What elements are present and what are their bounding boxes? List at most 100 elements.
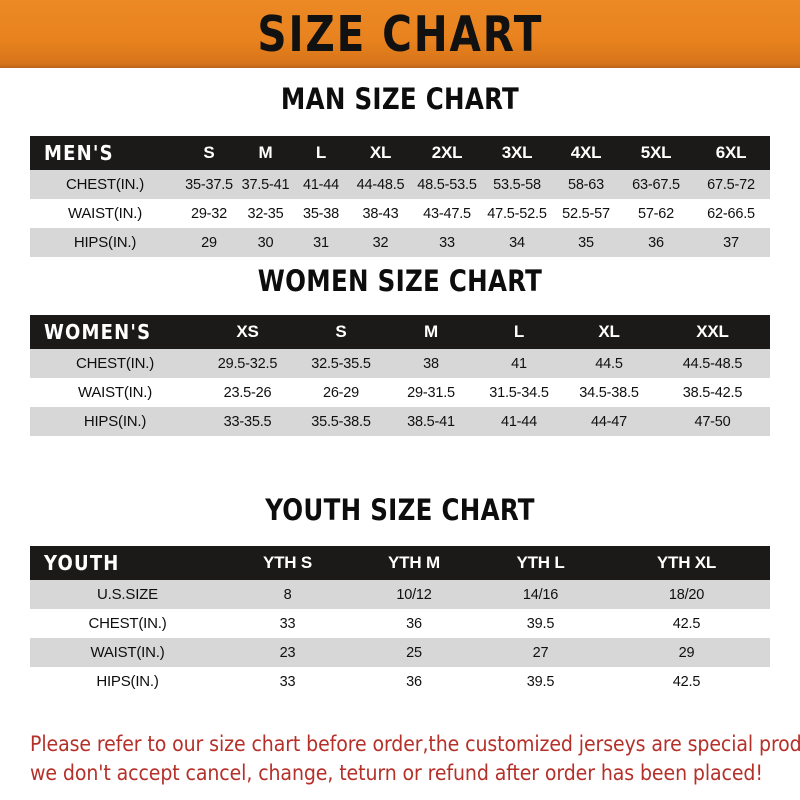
men-cell: 37 [692,228,770,257]
men-column-header: L [293,136,349,170]
women-size-table: WOMEN'S XS S M L XL XXL CHEST(IN.) 29.5-32.5 32.… [30,315,770,436]
men-row-label: CHEST(IN.) [30,170,180,199]
men-cell: 32-35 [238,199,293,228]
women-cell: 35.5-38.5 [295,407,387,436]
men-table-body: CHEST(IN.) 35-37.5 37.5-41 41-44 44-48.5 48.5… [30,170,770,257]
page-banner: SIZE CHART [0,0,800,68]
section-title-youth: YOUTH SIZE CHART [265,493,535,527]
women-cell: 26-29 [295,378,387,407]
men-cell: 32 [349,228,412,257]
youth-cell: 36 [350,667,478,696]
men-cell: 58-63 [552,170,620,199]
table-row: CHEST(IN.) 35-37.5 37.5-41 41-44 44-48.5 48.5… [30,170,770,199]
men-cell: 41-44 [293,170,349,199]
men-size-table: MEN'S S M L XL 2XL 3XL 4XL 5XL 6XL CHEST(IN.) 35-3… [30,136,770,257]
men-cell: 29 [180,228,238,257]
youth-cell: 29 [603,638,770,667]
women-cell: 47-50 [655,407,770,436]
youth-row-label: HIPS(IN.) [30,667,225,696]
men-cell: 35-38 [293,199,349,228]
men-cell: 31 [293,228,349,257]
table-row: HIPS(IN.) 33 36 39.5 42.5 [30,667,770,696]
men-cell: 38-43 [349,199,412,228]
women-table-body: CHEST(IN.) 29.5-32.5 32.5-35.5 38 41 44.5 44.5… [30,349,770,436]
youth-column-header: YTH XL [603,546,770,580]
women-size-table-wrap: WOMEN'S XS S M L XL XXL CHEST(IN.) 29.5-32.5 32.… [30,315,770,436]
men-corner-label: MEN'S [30,136,180,170]
women-cell: 44-47 [563,407,655,436]
men-cell: 29-32 [180,199,238,228]
youth-cell: 39.5 [478,667,603,696]
youth-column-header: YTH M [350,546,478,580]
men-row-label: WAIST(IN.) [30,199,180,228]
men-column-header: 2XL [412,136,482,170]
youth-size-table: YOUTH YTH S YTH M YTH L YTH XL U.S.SIZE 8 10/1… [30,546,770,696]
men-cell: 35 [552,228,620,257]
men-header-row: MEN'S S M L XL 2XL 3XL 4XL 5XL 6XL [30,136,770,170]
women-cell: 38 [387,349,475,378]
women-row-label: WAIST(IN.) [30,378,200,407]
page-title: SIZE CHART [257,5,543,63]
youth-corner-label: YOUTH [30,546,225,580]
women-cell: 41 [475,349,563,378]
women-table-head: WOMEN'S XS S M L XL XXL [30,315,770,349]
women-cell: 32.5-35.5 [295,349,387,378]
men-column-header: XL [349,136,412,170]
men-cell: 48.5-53.5 [412,170,482,199]
men-cell: 62-66.5 [692,199,770,228]
women-column-header: S [295,315,387,349]
women-cell: 31.5-34.5 [475,378,563,407]
youth-row-label: WAIST(IN.) [30,638,225,667]
women-cell: 33-35.5 [200,407,295,436]
women-cell: 44.5 [563,349,655,378]
youth-cell: 8 [225,580,350,609]
youth-cell: 10/12 [350,580,478,609]
youth-cell: 33 [225,609,350,638]
youth-cell: 33 [225,667,350,696]
men-cell: 37.5-41 [238,170,293,199]
table-row: CHEST(IN.) 29.5-32.5 32.5-35.5 38 41 44.5 44.5… [30,349,770,378]
disclaimer-line-1: Please refer to our size chart before or… [30,732,800,757]
women-column-header: XL [563,315,655,349]
women-cell: 29-31.5 [387,378,475,407]
women-column-header: L [475,315,563,349]
women-cell: 44.5-48.5 [655,349,770,378]
men-column-header: S [180,136,238,170]
table-row: HIPS(IN.) 29 30 31 32 33 34 35 36 37 [30,228,770,257]
youth-cell: 42.5 [603,667,770,696]
women-cell: 38.5-41 [387,407,475,436]
youth-cell: 27 [478,638,603,667]
men-cell: 44-48.5 [349,170,412,199]
women-cell: 41-44 [475,407,563,436]
men-cell: 33 [412,228,482,257]
youth-cell: 25 [350,638,478,667]
youth-row-label: CHEST(IN.) [30,609,225,638]
women-column-header: XS [200,315,295,349]
men-table-head: MEN'S S M L XL 2XL 3XL 4XL 5XL 6XL [30,136,770,170]
women-row-label: CHEST(IN.) [30,349,200,378]
men-cell: 52.5-57 [552,199,620,228]
women-cell: 38.5-42.5 [655,378,770,407]
youth-row-label: U.S.SIZE [30,580,225,609]
men-cell: 53.5-58 [482,170,552,199]
table-row: HIPS(IN.) 33-35.5 35.5-38.5 38.5-41 41-44 44-… [30,407,770,436]
men-cell: 35-37.5 [180,170,238,199]
men-column-header: 4XL [552,136,620,170]
order-disclaimer: Please refer to our size chart before or… [30,730,800,788]
women-cell: 23.5-26 [200,378,295,407]
youth-cell: 23 [225,638,350,667]
men-column-header: 5XL [620,136,692,170]
table-row: WAIST(IN.) 23 25 27 29 [30,638,770,667]
youth-column-header: YTH L [478,546,603,580]
youth-table-body: U.S.SIZE 8 10/12 14/16 18/20 CHEST(IN.) 33 36 39… [30,580,770,696]
youth-size-table-wrap: YOUTH YTH S YTH M YTH L YTH XL U.S.SIZE 8 10/1… [30,546,770,696]
women-cell: 34.5-38.5 [563,378,655,407]
men-size-table-wrap: MEN'S S M L XL 2XL 3XL 4XL 5XL 6XL CHEST(IN.) 35-3… [30,136,770,257]
men-cell: 36 [620,228,692,257]
youth-column-header: YTH S [225,546,350,580]
women-cell: 29.5-32.5 [200,349,295,378]
table-row: CHEST(IN.) 33 36 39.5 42.5 [30,609,770,638]
men-column-header: M [238,136,293,170]
men-cell: 47.5-52.5 [482,199,552,228]
